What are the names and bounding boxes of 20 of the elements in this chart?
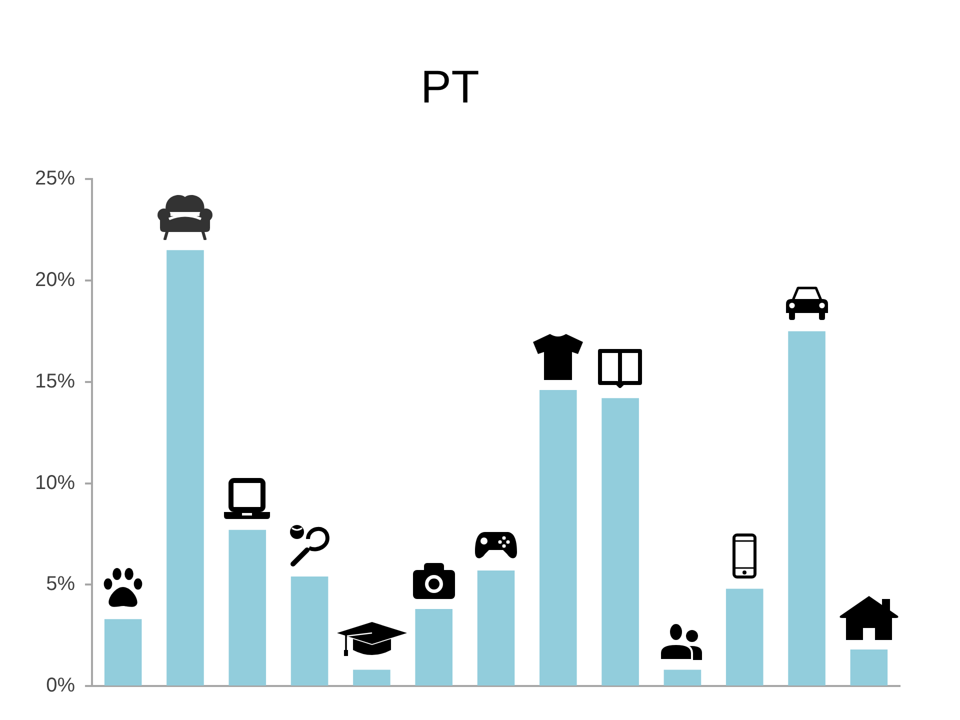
bar [664,670,702,686]
y-tick-label: 0% [46,674,76,697]
bar [415,608,452,686]
y-tick-label: 5% [46,573,76,596]
y-tick-label: 10% [34,472,76,494]
bar [166,250,204,686]
y-tick-label: 25% [34,168,76,190]
bar [290,576,328,686]
bar [788,331,826,686]
chart-title: PT [420,60,480,112]
bar [353,670,390,686]
bar [602,398,639,686]
bar [228,530,266,686]
bar [540,390,577,686]
bar [477,570,515,686]
y-tick-label: 15% [34,370,76,392]
bar [850,650,888,686]
bar [104,619,142,686]
y-tick-label: 20% [34,269,76,292]
bar [726,588,764,686]
